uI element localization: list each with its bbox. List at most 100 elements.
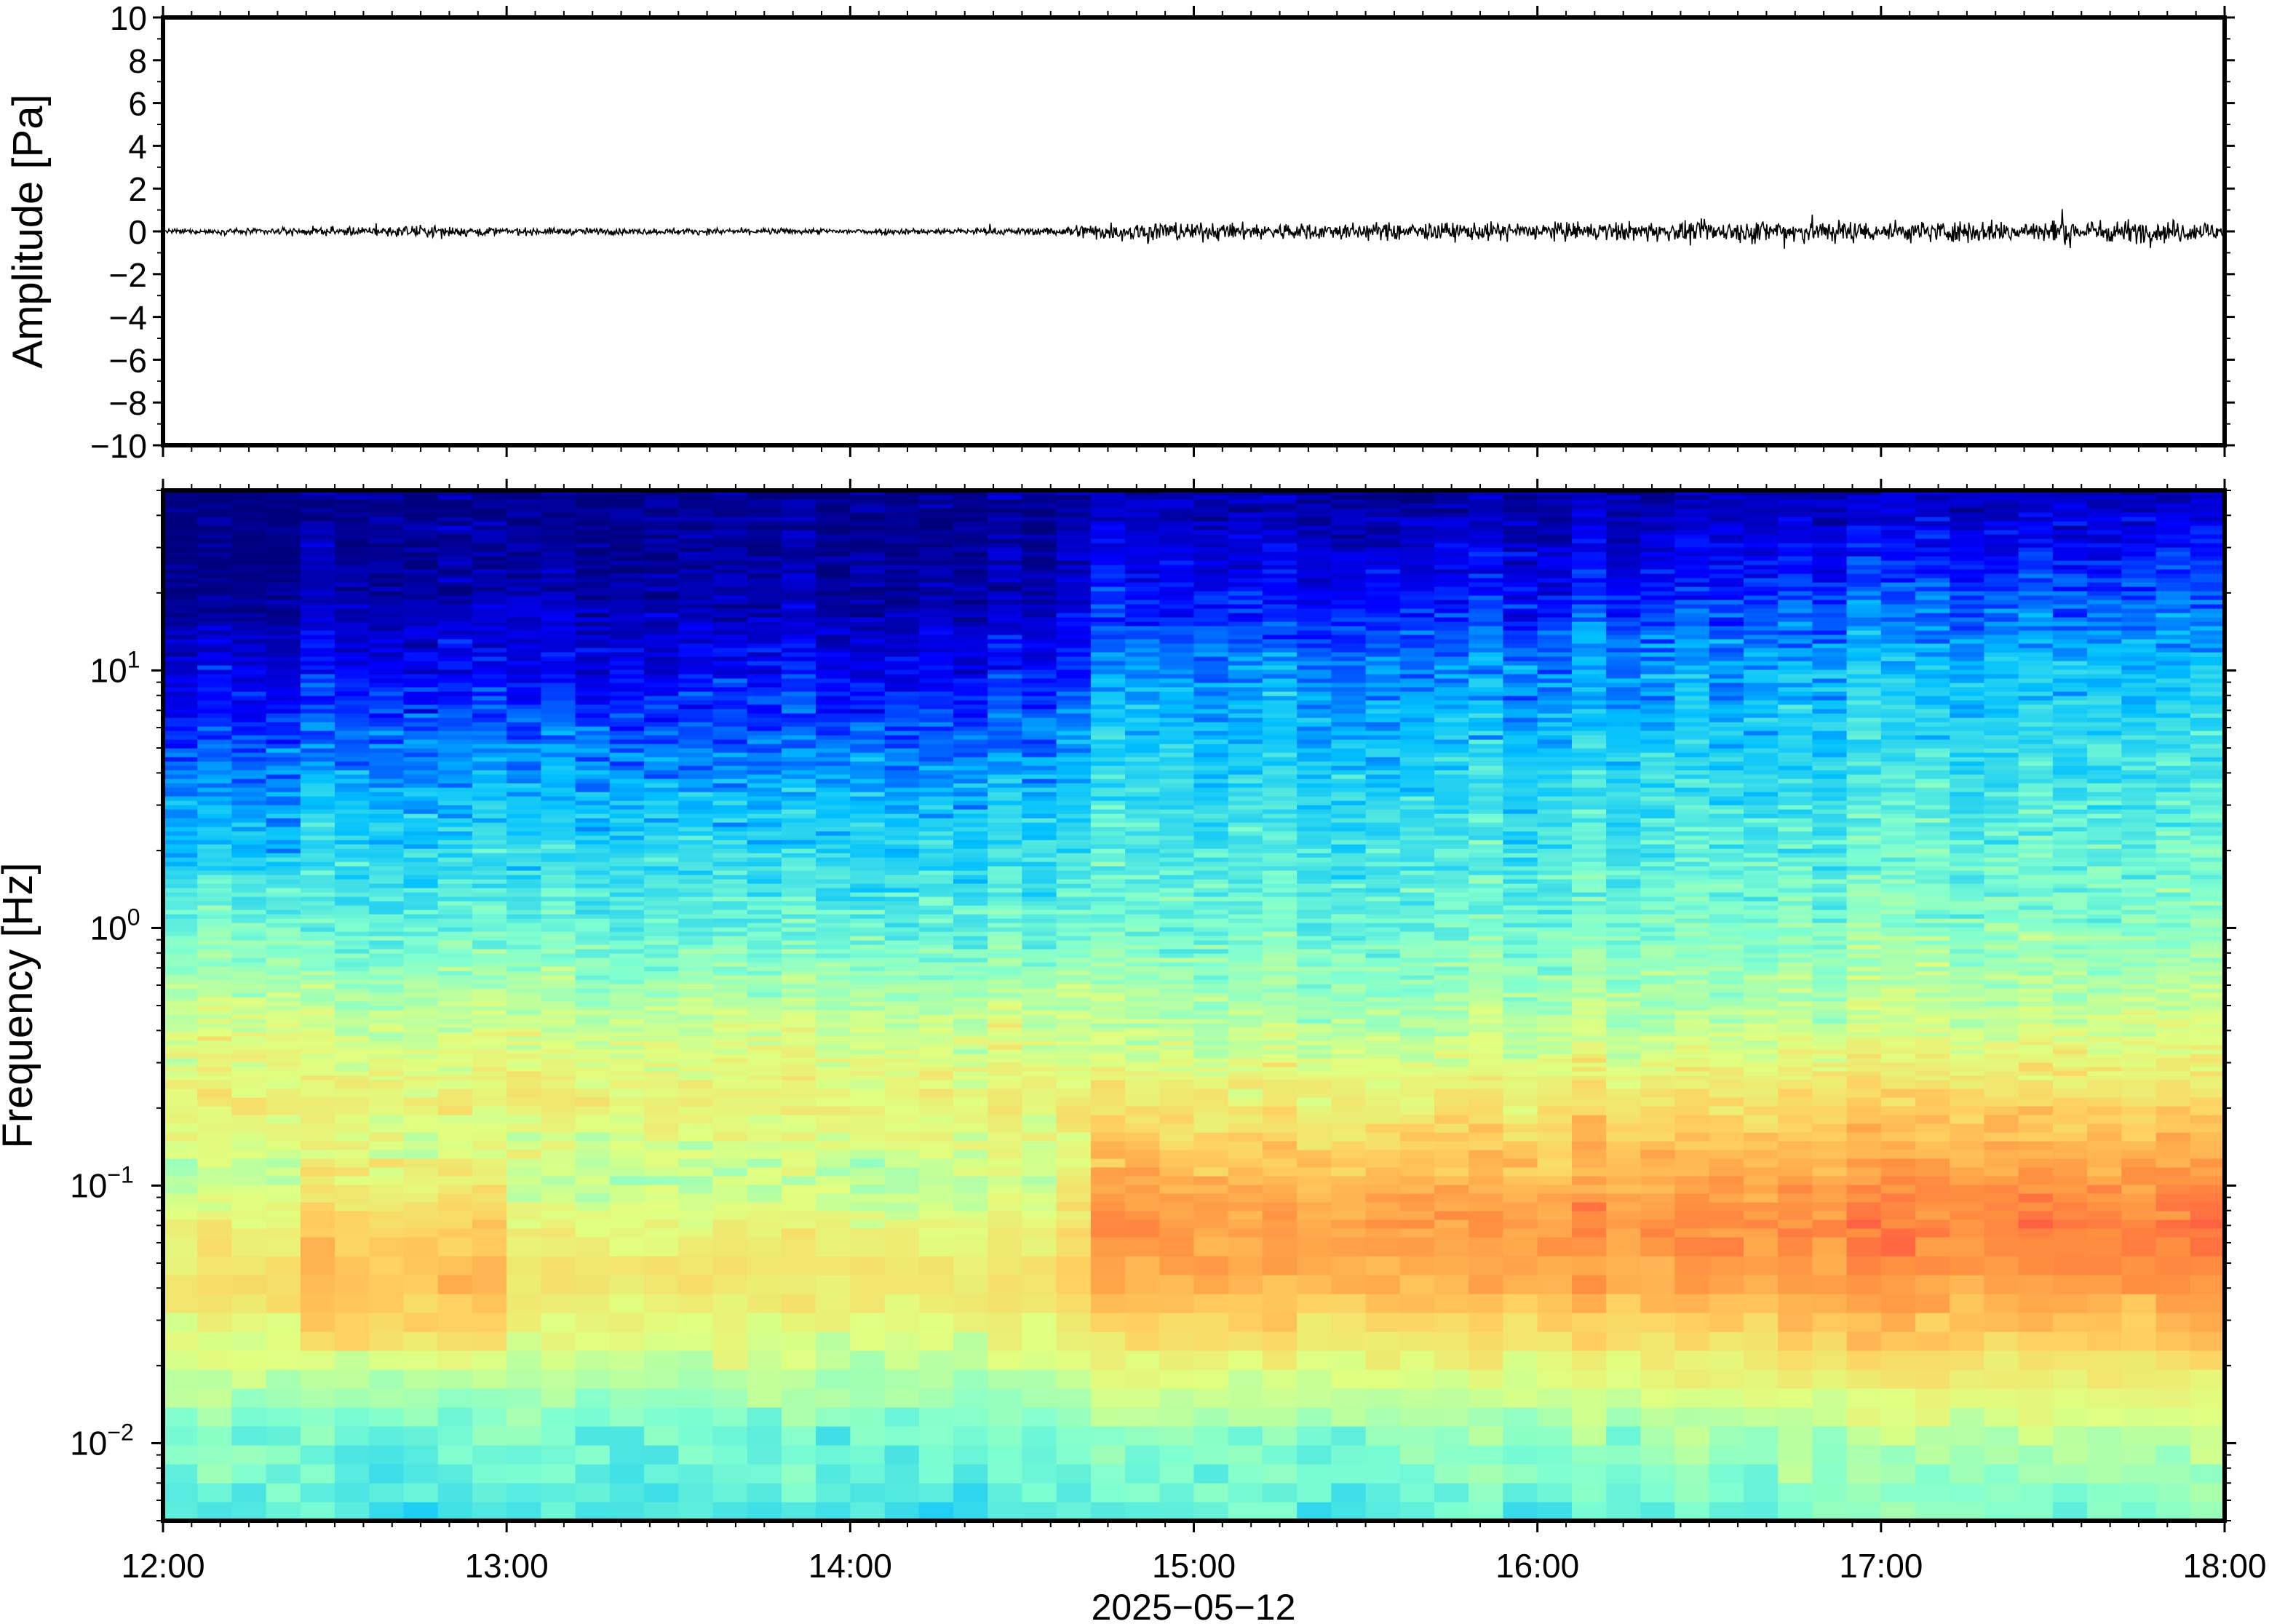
spectrogram-cell bbox=[1090, 1067, 1126, 1072]
spectrogram-cell bbox=[266, 731, 301, 736]
spectrogram-cell bbox=[506, 796, 542, 801]
spectrogram-cell bbox=[403, 1158, 439, 1168]
spectrogram-cell bbox=[506, 765, 542, 771]
spectrogram-cell bbox=[437, 765, 473, 771]
spectrogram-cell bbox=[747, 1014, 782, 1019]
spectrogram-cell bbox=[747, 944, 782, 950]
spectrogram-cell bbox=[1022, 543, 1057, 548]
spectrogram-cell bbox=[712, 1088, 748, 1098]
spectrogram-cell bbox=[1056, 687, 1092, 692]
spectrogram-cell bbox=[988, 1388, 1023, 1408]
spectrogram-cell bbox=[712, 595, 748, 600]
spectrogram-cell bbox=[437, 552, 473, 557]
spectrogram-cell bbox=[1022, 613, 1057, 618]
spectrogram-cell bbox=[953, 765, 988, 771]
spectrogram-cell bbox=[712, 1141, 748, 1150]
spectrogram-cell bbox=[988, 525, 1023, 530]
spectrogram-cell bbox=[712, 722, 748, 727]
spectrogram-cell bbox=[369, 1167, 405, 1177]
spectrogram-cell bbox=[678, 809, 714, 814]
spectrogram-cell bbox=[1090, 931, 1126, 936]
spectrogram-cell bbox=[403, 1014, 439, 1019]
spectrogram-cell bbox=[884, 648, 920, 653]
spectrogram-cell bbox=[747, 656, 782, 661]
spectrogram-cell bbox=[369, 944, 405, 950]
spectrogram-cell bbox=[266, 827, 301, 832]
spectrogram-cell bbox=[609, 809, 645, 814]
spectrogram-cell bbox=[541, 1256, 576, 1275]
spectrogram-cell bbox=[300, 896, 335, 901]
spectrogram-cell bbox=[335, 783, 370, 788]
spectrogram-cell bbox=[472, 552, 507, 557]
spectrogram-cell bbox=[884, 944, 920, 950]
spectrogram-cell bbox=[300, 1032, 335, 1037]
spectrogram-cell bbox=[884, 735, 920, 740]
spectrogram-cell bbox=[369, 1097, 405, 1107]
spectrogram-cell bbox=[197, 927, 233, 932]
spectrogram-cell bbox=[231, 883, 267, 888]
spectrogram-cell bbox=[506, 914, 542, 919]
spectrogram-cell bbox=[1022, 1445, 1057, 1465]
spectrogram-cell bbox=[266, 800, 301, 805]
spectrogram-cell bbox=[781, 1067, 816, 1072]
spectrogram-cell bbox=[300, 661, 335, 666]
spectrogram-cell bbox=[953, 883, 988, 888]
spectrogram-cell bbox=[506, 608, 542, 613]
spectrogram-cell bbox=[369, 1141, 405, 1150]
spectrogram-cell bbox=[953, 984, 988, 989]
spectrogram-cell bbox=[437, 822, 473, 827]
spectrogram-cell bbox=[781, 944, 816, 950]
spectrogram-cell bbox=[1125, 936, 1161, 941]
spectrogram-cell bbox=[231, 713, 267, 718]
spectrogram-cell bbox=[300, 813, 335, 819]
spectrogram-cell bbox=[850, 1014, 886, 1019]
spectrogram-cell bbox=[197, 1167, 233, 1177]
spectrogram-cell bbox=[197, 1014, 233, 1019]
spectrogram-cell bbox=[850, 538, 886, 544]
spectrogram-cell bbox=[403, 713, 439, 718]
spectrogram-cell bbox=[850, 630, 886, 635]
spectrogram-cell bbox=[988, 966, 1023, 971]
spectrogram-cell bbox=[678, 883, 714, 888]
spectrogram-cell bbox=[644, 796, 679, 801]
spectrogram-cell bbox=[1022, 709, 1057, 714]
spectrogram-cell bbox=[678, 626, 714, 631]
spectrogram-cell bbox=[988, 1106, 1023, 1115]
spectrogram-cell bbox=[1022, 818, 1057, 823]
spectrogram-cell bbox=[816, 499, 851, 504]
spectrogram-cell bbox=[266, 1332, 301, 1351]
spectrogram-cell bbox=[266, 1067, 301, 1072]
spectrogram-cell bbox=[163, 665, 198, 670]
spectrogram-cell bbox=[472, 909, 507, 915]
spectrogram-cell bbox=[403, 827, 439, 832]
spectrogram-cell bbox=[953, 717, 988, 723]
spectrogram-cell bbox=[335, 560, 370, 565]
spectrogram-cell bbox=[644, 713, 679, 718]
spectrogram-cell bbox=[335, 1369, 370, 1389]
spectrogram-cell bbox=[644, 1219, 679, 1229]
spectrogram-cell bbox=[644, 1426, 679, 1446]
spectrogram-cell bbox=[850, 1141, 886, 1150]
spectrogram-cell bbox=[884, 997, 920, 1002]
spectrogram-cell bbox=[781, 608, 816, 613]
spectrogram-cell bbox=[918, 521, 954, 526]
spectrogram-cell bbox=[575, 840, 611, 845]
spectrogram-cell bbox=[850, 613, 886, 618]
spectrogram-cell bbox=[678, 835, 714, 840]
spectrogram-cell bbox=[953, 1219, 988, 1229]
spectrogram-cell bbox=[918, 813, 954, 819]
spectrogram-cell bbox=[747, 661, 782, 666]
spectrogram-cell bbox=[918, 1407, 954, 1427]
spectrogram-cell bbox=[266, 844, 301, 849]
spectrogram-cell bbox=[437, 809, 473, 814]
spectrogram-cell bbox=[1022, 927, 1057, 932]
spectrogram-cell bbox=[781, 1185, 816, 1194]
spectrogram-cell bbox=[884, 586, 920, 592]
spectrogram-cell bbox=[988, 1097, 1023, 1107]
spectrogram-cell bbox=[1022, 848, 1057, 853]
spectrogram-cell bbox=[163, 1167, 198, 1177]
spectrogram-cell bbox=[369, 792, 405, 797]
spectrogram-cell bbox=[644, 595, 679, 600]
spectrogram-cell bbox=[1022, 521, 1057, 526]
spectrogram-cell bbox=[369, 1045, 405, 1050]
